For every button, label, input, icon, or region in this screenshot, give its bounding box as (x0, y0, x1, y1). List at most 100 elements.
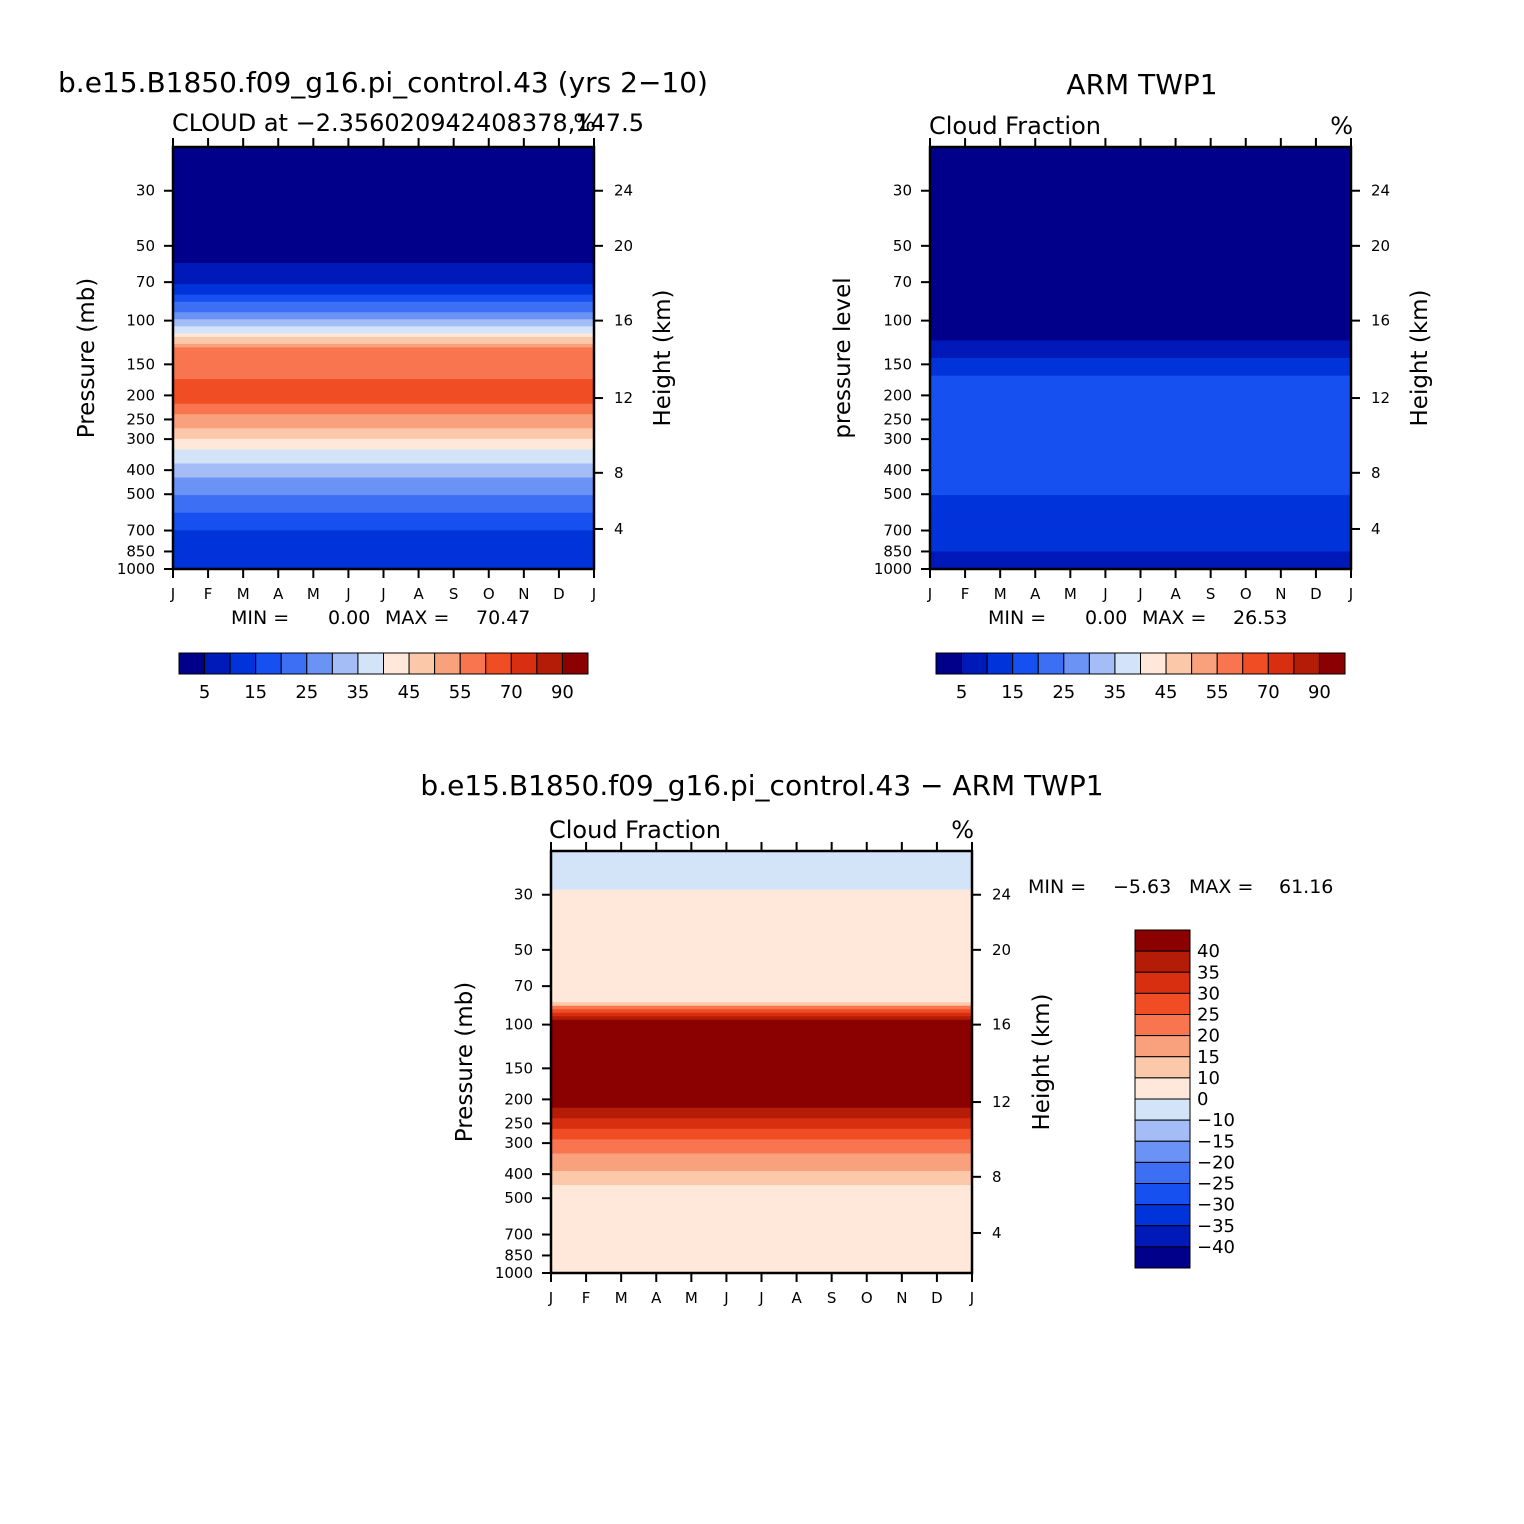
field-strip (551, 1258, 972, 1264)
colorbar-box (1216, 652, 1244, 675)
x-tick-label: O (1240, 585, 1252, 603)
field-strip (173, 213, 594, 218)
field-strip (551, 1107, 972, 1112)
y-axis-label: pressure level (830, 277, 856, 438)
field-strip (173, 312, 594, 317)
field-strip (551, 984, 972, 989)
field-strip (551, 1114, 972, 1119)
field-strip (173, 203, 594, 208)
field-strip (930, 474, 1351, 479)
colorbar-box (1191, 652, 1218, 675)
field-strip (930, 259, 1351, 264)
x-tick-label: J (758, 1289, 763, 1307)
field-strip (930, 456, 1351, 461)
field-strip (551, 931, 972, 936)
field-strip (173, 199, 594, 204)
colorbar-box (178, 652, 206, 675)
field-strip (551, 1023, 972, 1028)
field-strip (173, 227, 594, 232)
field-strip (551, 1118, 972, 1123)
field-strip (173, 234, 594, 240)
field-strip (173, 287, 594, 292)
field-strip (930, 467, 1351, 472)
field-strip (173, 403, 594, 408)
colorbar-box (1134, 1161, 1191, 1184)
height-tick-label: 24 (992, 886, 1011, 904)
colorbar-box (1088, 652, 1116, 675)
colorbar-box (1134, 1225, 1191, 1248)
height-tick-label: 8 (1371, 464, 1381, 482)
field-strip (551, 1044, 972, 1049)
x-tick-label: D (931, 1289, 943, 1307)
field-strip (930, 407, 1351, 412)
field-strip (930, 224, 1351, 229)
field-strip (173, 224, 594, 229)
field-strip (551, 988, 972, 993)
x-tick-label: J (723, 1289, 728, 1307)
field-strip (173, 147, 594, 152)
field-strip (173, 498, 594, 503)
field-strip (930, 459, 1351, 465)
field-strip (930, 484, 1351, 489)
height-tick-label: 8 (614, 464, 624, 482)
min-label: MIN = (231, 607, 289, 629)
y-tick-label: 100 (504, 1016, 533, 1034)
field-strip (173, 284, 594, 289)
y-tick-label: 250 (504, 1114, 533, 1132)
y-axis-right-label: Height (km) (1407, 289, 1433, 426)
colorbar-box (255, 652, 282, 675)
field-strip (551, 1005, 972, 1010)
y-axis-right: 24 20 16 12 8 4 (1351, 182, 1390, 538)
x-tick-label: M (307, 585, 320, 603)
x-tick-label: M (1064, 585, 1077, 603)
colorbar-label: 5 (199, 682, 210, 703)
y-tick-label: 300 (883, 430, 912, 448)
field-strip (930, 150, 1351, 155)
field-strip (930, 554, 1351, 560)
field-strip (930, 347, 1351, 352)
field-strip (173, 241, 594, 247)
field-strip (930, 516, 1351, 521)
x-tick-label: O (861, 1289, 873, 1307)
field-strip (930, 540, 1351, 545)
field-strip (930, 533, 1351, 538)
field-strip (551, 1269, 972, 1274)
field-strip (173, 266, 594, 271)
field-strip (173, 445, 594, 451)
field-strip (173, 491, 594, 496)
colorbar-box (961, 652, 988, 675)
field-strip (930, 298, 1351, 303)
colorbar-label: 35 (1197, 962, 1220, 983)
y-tick-label: 700 (126, 522, 155, 540)
x-tick-label: J (927, 585, 932, 603)
field-strip (551, 945, 972, 951)
colorbar-box (434, 652, 461, 675)
y-tick-label: 1000 (495, 1264, 533, 1282)
colorbar-box (1012, 652, 1039, 675)
field-strip (930, 248, 1351, 254)
field-strip (173, 168, 594, 173)
x-tick-label: S (1206, 585, 1216, 603)
y-axis-right-label: Height (km) (1029, 993, 1055, 1130)
colorbar-label: 10 (1197, 1068, 1220, 1089)
field-strip (930, 189, 1351, 194)
colorbar-label: −25 (1197, 1174, 1235, 1195)
field-strip (173, 154, 594, 159)
field-strip (930, 256, 1351, 261)
field-strip (551, 1244, 972, 1249)
field-strip (930, 526, 1351, 531)
colorbar-box (1134, 1014, 1191, 1037)
colorbar-box (1037, 652, 1065, 675)
field-strip (173, 206, 594, 211)
field-strip (930, 565, 1351, 570)
field-strip (173, 347, 594, 352)
colorbar-box (1134, 1246, 1191, 1269)
y-tick-label: 70 (136, 273, 155, 291)
field-strip (930, 361, 1351, 366)
field-strip (551, 889, 972, 894)
field-strip (173, 185, 594, 190)
y-tick-label: 200 (883, 386, 912, 404)
field-strip (551, 1128, 972, 1133)
field-strip (551, 1104, 972, 1109)
